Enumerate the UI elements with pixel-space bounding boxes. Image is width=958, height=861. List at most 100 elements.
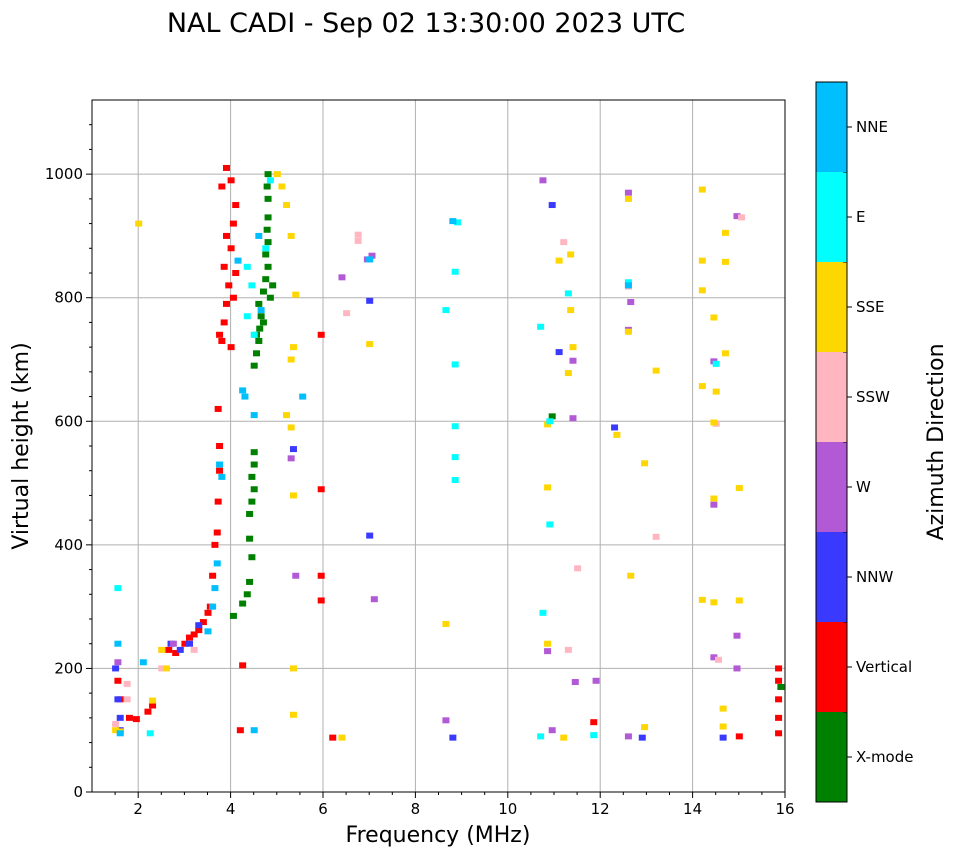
data-point bbox=[251, 462, 258, 468]
x-axis-label: Frequency (MHz) bbox=[346, 823, 531, 848]
data-point bbox=[641, 460, 648, 466]
data-point bbox=[699, 287, 706, 293]
series-vertical bbox=[114, 165, 782, 741]
data-point bbox=[452, 423, 459, 429]
colorbar-tick-label: E bbox=[856, 208, 865, 226]
data-point bbox=[255, 338, 262, 344]
data-point bbox=[246, 579, 253, 585]
data-point bbox=[343, 310, 350, 316]
data-point bbox=[258, 307, 265, 313]
colorbar-label: Azimuth Direction bbox=[924, 343, 949, 540]
data-point bbox=[722, 259, 729, 265]
data-point bbox=[572, 679, 579, 685]
data-point bbox=[135, 221, 142, 227]
data-point bbox=[265, 196, 272, 202]
data-point bbox=[260, 289, 267, 295]
data-point bbox=[223, 165, 230, 171]
data-point bbox=[117, 715, 124, 721]
data-point bbox=[267, 295, 274, 301]
data-point bbox=[565, 370, 572, 376]
data-point bbox=[653, 534, 660, 540]
data-point bbox=[452, 269, 459, 275]
data-point bbox=[218, 474, 225, 480]
data-point bbox=[775, 678, 782, 684]
data-point bbox=[251, 486, 258, 492]
data-point bbox=[246, 536, 253, 542]
data-point bbox=[144, 709, 151, 715]
data-point bbox=[216, 468, 223, 474]
data-point bbox=[274, 171, 281, 177]
data-point bbox=[112, 721, 119, 727]
data-point bbox=[625, 282, 632, 288]
colorbar-tick-label: SSE bbox=[856, 298, 885, 316]
data-point bbox=[449, 735, 456, 741]
data-point bbox=[218, 184, 225, 190]
data-point bbox=[775, 715, 782, 721]
data-point bbox=[225, 282, 232, 288]
data-point bbox=[625, 196, 632, 202]
y-tick-label: 400 bbox=[54, 536, 83, 554]
data-point bbox=[738, 214, 745, 220]
data-point bbox=[114, 641, 121, 647]
data-point bbox=[248, 282, 255, 288]
x-tick-label: 8 bbox=[411, 800, 421, 818]
data-point bbox=[549, 202, 556, 208]
data-point bbox=[255, 301, 262, 307]
data-point bbox=[290, 446, 297, 452]
data-point bbox=[216, 462, 223, 468]
data-point bbox=[567, 251, 574, 257]
colorbar: X-modeVerticalNNWWSSWSSEENNE bbox=[816, 82, 913, 802]
data-point bbox=[133, 716, 140, 722]
data-point bbox=[625, 733, 632, 739]
data-point bbox=[264, 184, 271, 190]
data-point bbox=[722, 230, 729, 236]
colorbar-segment bbox=[816, 262, 847, 352]
data-point bbox=[114, 585, 121, 591]
data-point bbox=[140, 659, 147, 665]
data-point bbox=[574, 565, 581, 571]
data-point bbox=[611, 424, 618, 430]
colorbar-tick-label: NNE bbox=[856, 118, 888, 136]
data-point bbox=[613, 432, 620, 438]
colorbar-tick-label: Vertical bbox=[856, 658, 912, 676]
data-point bbox=[232, 270, 239, 276]
data-point bbox=[565, 647, 572, 653]
data-point bbox=[114, 659, 121, 665]
data-point bbox=[366, 533, 373, 539]
data-point bbox=[265, 239, 272, 245]
x-tick-label: 4 bbox=[226, 800, 236, 818]
plot-points bbox=[112, 165, 784, 741]
data-point bbox=[228, 344, 235, 350]
data-point bbox=[235, 258, 242, 264]
data-point bbox=[565, 290, 572, 296]
data-point bbox=[262, 251, 269, 257]
data-point bbox=[736, 485, 743, 491]
data-point bbox=[251, 332, 258, 338]
data-point bbox=[355, 238, 362, 244]
data-point bbox=[251, 412, 258, 418]
data-point bbox=[775, 696, 782, 702]
data-point bbox=[720, 706, 727, 712]
ionogram-chart: NAL CADI - Sep 02 13:30:00 2023 UTC 2468… bbox=[0, 0, 958, 857]
data-point bbox=[627, 299, 634, 305]
data-point bbox=[114, 678, 121, 684]
plot-grid bbox=[92, 100, 785, 792]
data-point bbox=[625, 190, 632, 196]
data-point bbox=[722, 350, 729, 356]
data-point bbox=[288, 233, 295, 239]
data-point bbox=[215, 406, 222, 412]
data-point bbox=[158, 647, 165, 653]
data-point bbox=[569, 415, 576, 421]
data-point bbox=[590, 719, 597, 725]
data-point bbox=[338, 735, 345, 741]
data-point bbox=[736, 733, 743, 739]
data-point bbox=[452, 361, 459, 367]
plot-frame bbox=[92, 100, 785, 792]
data-point bbox=[299, 394, 306, 400]
data-point bbox=[264, 227, 271, 233]
series-nnw bbox=[112, 202, 727, 741]
data-point bbox=[248, 499, 255, 505]
data-point bbox=[239, 662, 246, 668]
data-point bbox=[639, 735, 646, 741]
data-point bbox=[124, 696, 131, 702]
